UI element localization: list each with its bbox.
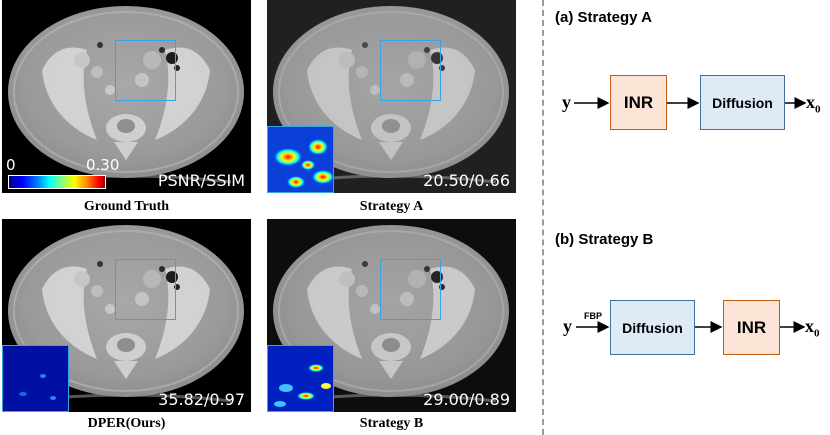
colorbar-min-label: 0: [6, 156, 16, 174]
roi-box: [380, 259, 441, 320]
error-map-inset: [267, 126, 334, 193]
strategy-b-diffusion-block: Diffusion: [610, 300, 695, 355]
metric-label: 20.50/0.66: [423, 171, 510, 190]
ct-panel-dper: 35.82/0.97: [2, 219, 251, 412]
metric-label: PSNR/SSIM: [157, 171, 245, 190]
strategy-a-output: x0: [806, 92, 821, 116]
strategy-b-fbp-label: FBP: [584, 311, 602, 321]
strategy-b-title: (b) Strategy B: [555, 231, 654, 248]
roi-box: [115, 40, 176, 101]
strategy-a-diffusion-block: Diffusion: [700, 75, 785, 130]
error-map-inset: [267, 345, 334, 412]
roi-box: [380, 40, 441, 101]
colorbar-max-label: 0.30: [86, 156, 120, 174]
caption-strategy-b: Strategy B: [359, 416, 424, 431]
ct-panel-strategy-b: 29.00/0.89: [267, 219, 516, 412]
error-colorbar: [8, 175, 106, 189]
strategy-b-output: x0: [805, 316, 820, 340]
strategy-a-inr-block: INR: [610, 75, 667, 130]
caption-dper: DPER(Ours): [87, 416, 166, 431]
roi-box: [115, 259, 176, 320]
strategy-b-inr-block: INR: [723, 300, 780, 355]
dashed-divider: [542, 0, 544, 435]
metric-label: 35.82/0.97: [158, 390, 245, 409]
strategy-b-input: y: [563, 316, 572, 336]
error-map-inset: [2, 345, 69, 412]
strategy-a-input: y: [562, 92, 571, 112]
strategy-a-title: (a) Strategy A: [555, 9, 652, 26]
ct-panel-ground-truth: 0 0.30 PSNR/SSIM: [2, 0, 251, 193]
caption-ground-truth: Ground Truth: [83, 199, 170, 214]
caption-strategy-a: Strategy A: [359, 199, 424, 214]
ct-panel-strategy-a: 20.50/0.66: [267, 0, 516, 193]
metric-label: 29.00/0.89: [423, 390, 510, 409]
